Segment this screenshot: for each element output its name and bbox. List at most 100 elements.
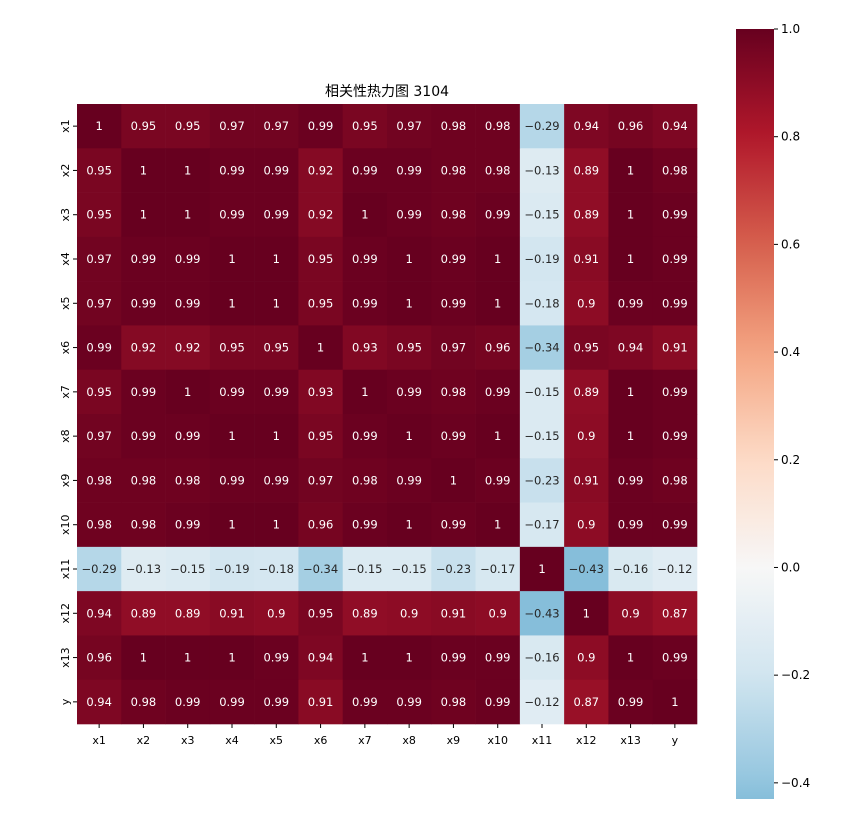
cell-value-label: 0.99 [352, 695, 378, 709]
heatmap-cell [387, 369, 432, 415]
cell-value-label: −0.12 [524, 695, 559, 709]
cell-value-label: 0.99 [352, 163, 378, 177]
heatmap-cell [298, 236, 344, 282]
cell-value-label: −0.13 [524, 163, 559, 177]
heatmap-cell [77, 192, 122, 238]
x-tick-label: x6 [314, 734, 328, 747]
heatmap-cell [254, 502, 299, 548]
cell-value-label: 1 [627, 252, 634, 266]
cell-value-label: 0.99 [263, 208, 289, 222]
heatmap-cell [431, 458, 476, 503]
heatmap-cell [77, 104, 122, 149]
cell-value-label: 0.99 [618, 518, 644, 532]
cell-value-label: 0.99 [662, 252, 688, 266]
cell-value-label: 0.87 [573, 695, 599, 709]
cell-value-label: 0.97 [441, 341, 467, 355]
cell-value-label: 1 [140, 651, 147, 665]
heatmap-cell [165, 591, 211, 636]
colorbar-tick-label: −0.2 [781, 668, 810, 682]
cell-value-label: 0.99 [175, 296, 201, 310]
cell-value-label: 0.99 [219, 385, 245, 399]
heatmap-cell [77, 635, 122, 681]
heatmap-cell [475, 458, 521, 503]
cell-value-label: 0.99 [131, 385, 157, 399]
heatmap-cell [165, 369, 211, 415]
heatmap-cell [652, 591, 698, 636]
heatmap-cell [475, 192, 521, 238]
heatmap-cell [475, 104, 521, 149]
cell-value-label: 0.96 [485, 341, 511, 355]
cell-value-label: 0.89 [131, 606, 157, 620]
heatmap-cell [652, 546, 698, 592]
heatmap-cell [298, 458, 344, 503]
cell-value-label: 1 [405, 518, 412, 532]
y-tick-label: x13 [59, 647, 72, 668]
cell-value-label: −0.15 [392, 562, 427, 576]
heatmap-cell [519, 369, 565, 415]
heatmap-cell [564, 281, 609, 326]
heatmap-cell [564, 679, 609, 725]
heatmap-cell [254, 281, 299, 326]
heatmap-cell [254, 369, 299, 415]
heatmap-cell [475, 635, 521, 681]
cell-value-label: 0.98 [485, 119, 511, 133]
cell-value-label: 0.99 [441, 429, 467, 443]
heatmap-cell [431, 635, 476, 681]
heatmap-cell [475, 236, 521, 282]
cell-value-label: 0.95 [308, 606, 334, 620]
heatmap-cell [77, 591, 122, 636]
heatmap-cell [652, 458, 698, 503]
heatmap-cell [121, 502, 166, 548]
cell-value-label: 1 [95, 119, 102, 133]
heatmap-cell [431, 281, 476, 326]
heatmap-cell [121, 546, 166, 592]
heatmap-cell [77, 281, 122, 326]
heatmap-cell [564, 458, 609, 503]
heatmap-cell [608, 369, 654, 415]
cell-value-label: 0.99 [86, 341, 112, 355]
heatmap-cell [121, 236, 166, 282]
cell-value-label: 0.99 [396, 385, 422, 399]
cell-value-label: 0.99 [263, 473, 289, 487]
cell-value-label: −0.15 [524, 429, 559, 443]
cell-value-label: 0.99 [485, 385, 511, 399]
heatmap-cell [608, 458, 654, 503]
cell-value-label: −0.43 [524, 606, 559, 620]
cell-value-label: 1 [583, 606, 590, 620]
heatmap-cell [165, 679, 211, 725]
heatmap-cell [254, 414, 299, 459]
cell-value-label: 0.99 [485, 208, 511, 222]
x-tick-label: x8 [402, 734, 416, 747]
cell-value-label: 0.95 [352, 119, 378, 133]
heatmap-cell [519, 458, 565, 503]
heatmap-cell [121, 635, 166, 681]
x-tick-label: x5 [270, 734, 284, 747]
cell-value-label: 0.99 [263, 385, 289, 399]
cell-value-label: 1 [228, 429, 235, 443]
cell-value-label: 1 [228, 518, 235, 532]
cell-value-label: 1 [405, 429, 412, 443]
cell-value-label: 0.93 [352, 341, 378, 355]
heatmap-cell [342, 591, 388, 636]
heatmap-cell [298, 192, 344, 238]
heatmap-cell [254, 236, 299, 282]
heatmap-cell [209, 502, 255, 548]
cell-value-label: −0.19 [524, 252, 559, 266]
cell-value-label: 0.95 [219, 341, 245, 355]
cell-value-label: 0.95 [308, 296, 334, 310]
heatmap-cell [387, 414, 432, 459]
heatmap-cell [342, 679, 388, 725]
y-tick-label: x10 [59, 514, 72, 535]
cell-value-label: 1 [405, 296, 412, 310]
cell-value-label: −0.12 [657, 562, 692, 576]
heatmap-cell [342, 635, 388, 681]
heatmap-cell [652, 414, 698, 459]
cell-value-label: 0.99 [441, 252, 467, 266]
y-tick-label: x9 [59, 474, 72, 488]
cell-value-label: 1 [405, 252, 412, 266]
cell-value-label: 0.91 [662, 341, 688, 355]
heatmap-cell [342, 148, 388, 193]
x-tick-label: x11 [532, 734, 553, 747]
cell-value-label: 0.96 [86, 651, 112, 665]
heatmap-cell [209, 281, 255, 326]
